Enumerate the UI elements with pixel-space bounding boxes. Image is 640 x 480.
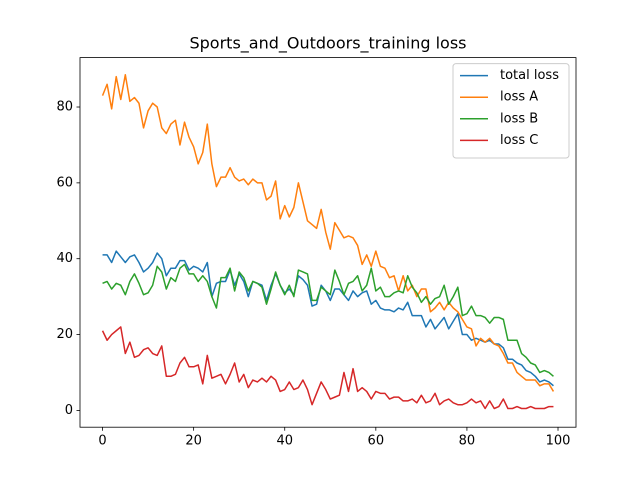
x-tick-label: 0	[98, 434, 106, 449]
chart-title: Sports_and_Outdoors_training loss	[189, 34, 466, 54]
x-tick-label: 80	[459, 434, 476, 449]
legend-label: loss C	[500, 133, 538, 148]
line	[101, 74, 555, 392]
x-tick-label: 40	[276, 434, 293, 449]
line	[101, 326, 554, 410]
legend-label: total loss	[500, 68, 559, 83]
legend: total loss loss A loss B loss C	[452, 63, 570, 159]
x-tick-label: 20	[185, 434, 202, 449]
legend-box	[452, 63, 570, 159]
y-tick-label: 60	[56, 175, 73, 190]
y-tick-label: 80	[56, 100, 73, 115]
plot-frame	[79, 57, 577, 428]
legend-label: loss B	[500, 111, 538, 126]
line	[102, 250, 554, 387]
x-tick-label: 100	[546, 434, 571, 449]
x-tick-label: 60	[368, 434, 385, 449]
line	[102, 263, 554, 377]
y-tick-label: 0	[65, 403, 73, 418]
y-tick-label: 20	[56, 327, 73, 342]
legend-label: loss A	[500, 90, 538, 105]
y-tick-label: 40	[56, 251, 73, 266]
